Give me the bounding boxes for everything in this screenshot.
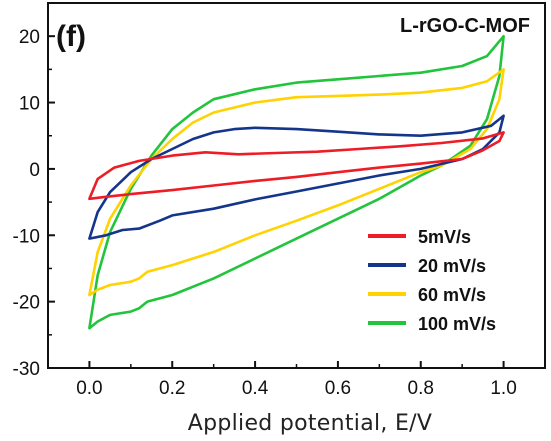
legend-label-3: 100 mV/s <box>418 314 496 334</box>
legend-label-0: 5mV/s <box>418 227 471 247</box>
y-tick-label: -30 <box>13 359 40 380</box>
legend-label-2: 60 mV/s <box>418 285 486 305</box>
y-tick-label: 20 <box>19 27 40 48</box>
x-tick-label: 0.0 <box>76 378 102 399</box>
x-tick-label: 0.6 <box>325 378 351 399</box>
chart-title: L-rGO-C-MOF <box>400 15 530 37</box>
legend-label-1: 20 mV/s <box>418 256 486 276</box>
panel-label: (f) <box>56 20 86 53</box>
y-tick-label: 0 <box>29 160 40 181</box>
x-axis-ticks: 0.0 0.2 0.4 0.6 0.8 1.0 <box>48 361 545 399</box>
x-tick-label: 0.8 <box>408 378 434 399</box>
y-tick-label: 10 <box>19 94 40 115</box>
x-tick-label: 1.0 <box>490 378 516 399</box>
y-tick-label: -10 <box>13 226 40 247</box>
legend: 5mV/s 20 mV/s 60 mV/s 100 mV/s <box>368 227 496 334</box>
x-tick-label: 0.2 <box>159 378 185 399</box>
x-axis-title: Applied potential, E/V <box>188 411 433 436</box>
x-tick-label: 0.4 <box>242 378 269 399</box>
y-tick-label: -20 <box>13 293 40 314</box>
